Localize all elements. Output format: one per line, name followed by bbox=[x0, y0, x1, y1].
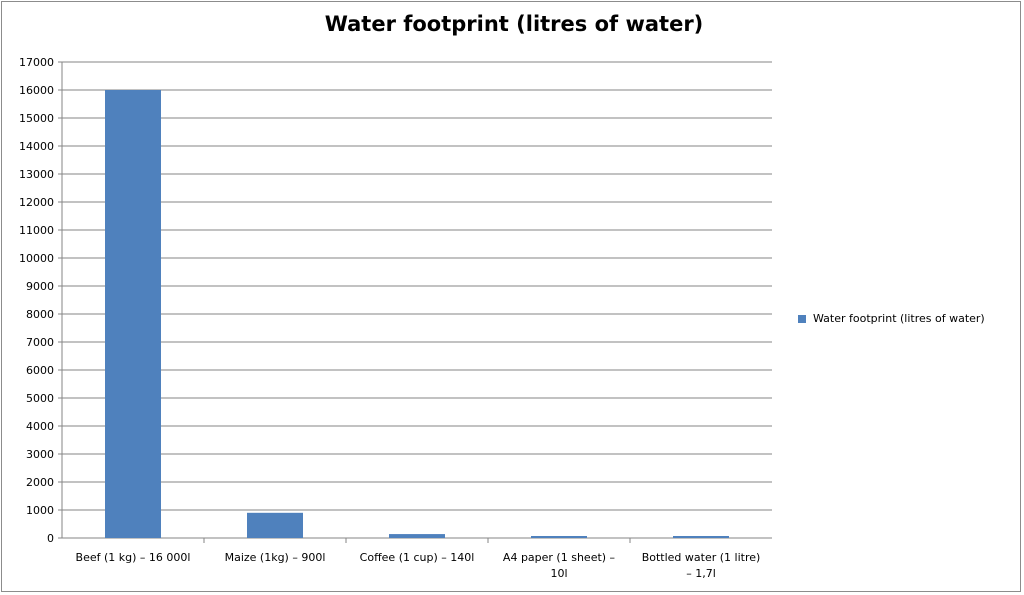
y-tick-label: 6000 bbox=[26, 364, 54, 377]
y-tick-label: 9000 bbox=[26, 280, 54, 293]
bar bbox=[673, 536, 729, 538]
x-tick-label: A4 paper (1 sheet) –10l bbox=[503, 551, 615, 580]
y-tick-label: 4000 bbox=[26, 420, 54, 433]
x-tick-label: Coffee (1 cup) – 140l bbox=[360, 551, 475, 564]
y-tick-label: 7000 bbox=[26, 336, 54, 349]
y-tick-label: 13000 bbox=[19, 168, 54, 181]
y-tick-label: 10000 bbox=[19, 252, 54, 265]
bar bbox=[105, 90, 161, 538]
y-tick-label: 12000 bbox=[19, 196, 54, 209]
y-tick-label: 16000 bbox=[19, 84, 54, 97]
y-tick-label: 8000 bbox=[26, 308, 54, 321]
x-tick-label: Maize (1kg) – 900l bbox=[225, 551, 326, 564]
x-tick-label: Beef (1 kg) – 16 000l bbox=[76, 551, 191, 564]
bar bbox=[531, 536, 587, 538]
y-tick-label: 5000 bbox=[26, 392, 54, 405]
y-tick-label: 14000 bbox=[19, 140, 54, 153]
y-tick-label: 2000 bbox=[26, 476, 54, 489]
legend: Water footprint (litres of water) bbox=[798, 312, 985, 325]
y-tick-label: 15000 bbox=[19, 112, 54, 125]
y-tick-label: 0 bbox=[47, 532, 54, 545]
legend-label: Water footprint (litres of water) bbox=[813, 312, 985, 325]
chart-title: Water footprint (litres of water) bbox=[324, 12, 704, 36]
bar bbox=[247, 512, 303, 538]
y-tick-label: 3000 bbox=[26, 448, 54, 461]
legend-swatch bbox=[798, 314, 806, 323]
y-tick-label: 17000 bbox=[19, 56, 54, 69]
x-tick-label: Bottled water (1 litre) – 1,7l bbox=[642, 551, 761, 580]
y-tick-label: 1000 bbox=[26, 504, 54, 517]
bar bbox=[389, 534, 445, 538]
y-tick-label: 11000 bbox=[19, 224, 54, 237]
